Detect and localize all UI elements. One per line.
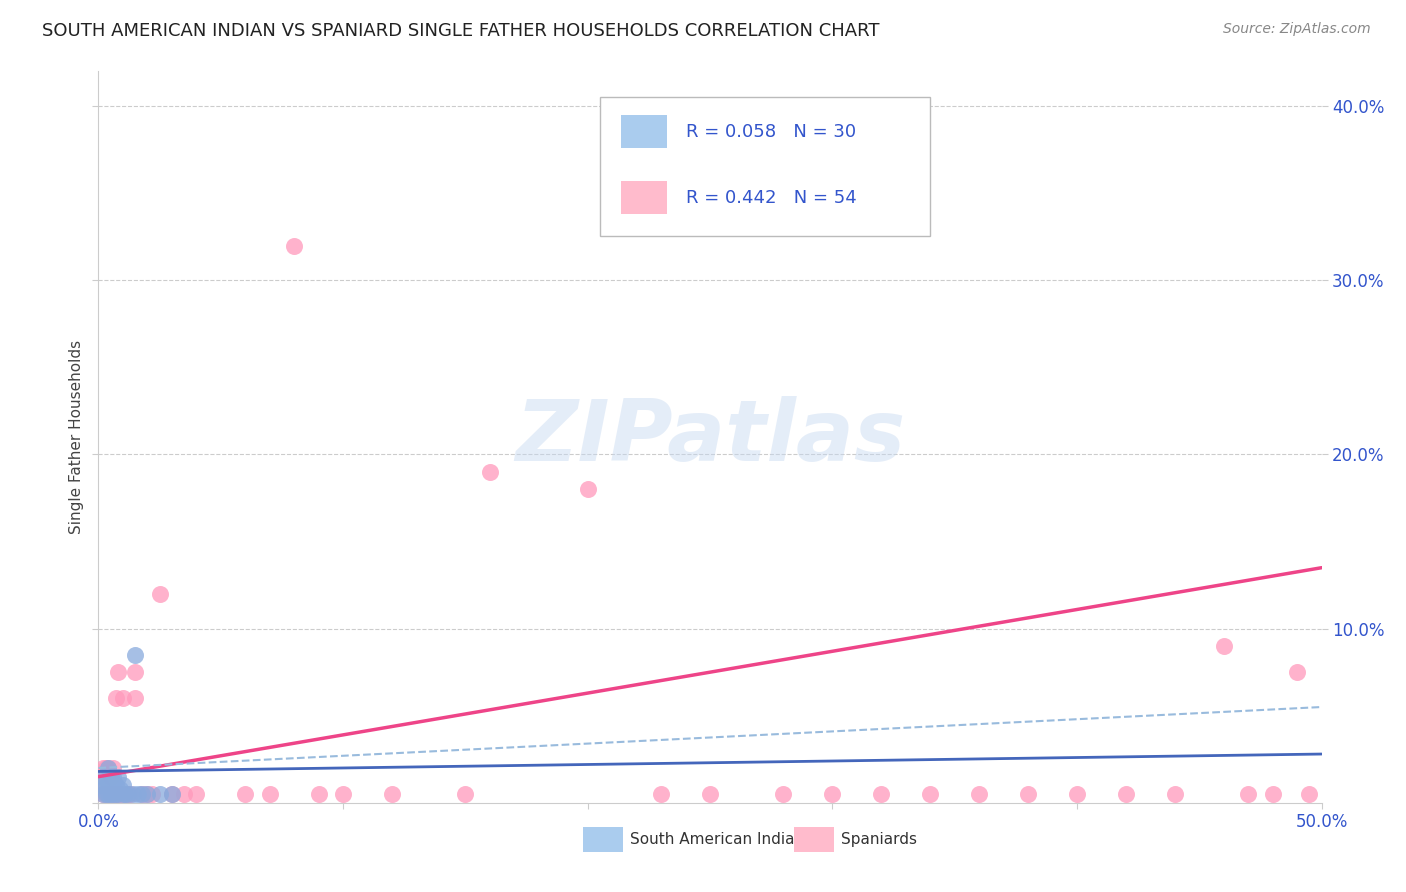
Point [101,778,124,792]
Point [94,787,117,801]
Y-axis label: Single Father Households: Single Father Households [69,340,84,534]
Point [173,787,195,801]
Bar [620,115,668,148]
Point [97,787,120,801]
Text: R = 0.058   N = 30: R = 0.058 N = 30 [686,123,856,141]
Point [1261,787,1284,801]
Point [100,787,122,801]
FancyBboxPatch shape [600,97,931,235]
Point [120,787,142,801]
Text: Spaniards: Spaniards [841,832,917,847]
Point [131,787,153,801]
Point [104,787,127,801]
Point [1066,787,1088,801]
Point [121,787,143,801]
Point [100,778,122,792]
Text: ZIPatlas: ZIPatlas [515,395,905,479]
Point [97,778,120,792]
Point [110,781,132,796]
Point [136,787,159,801]
Point [111,787,134,801]
Point [1115,787,1137,801]
Bar [794,827,834,852]
Point [1298,787,1320,801]
Point [91,787,114,801]
Point [1237,787,1260,801]
Point [160,787,183,801]
Point [332,787,354,801]
Point [967,787,990,801]
Point [101,787,124,801]
Point [381,787,404,801]
Point [117,787,139,801]
Point [111,787,134,801]
Point [101,787,124,801]
Point [454,787,477,801]
Point [124,691,146,706]
Point [1164,787,1187,801]
Point [141,787,163,801]
Point [107,770,129,784]
Point [111,778,134,792]
Point [870,787,893,801]
Point [131,787,153,801]
Point [100,770,122,784]
Text: Source: ZipAtlas.com: Source: ZipAtlas.com [1223,22,1371,37]
Bar [620,181,668,214]
Point [104,778,127,792]
Point [186,787,208,801]
Point [149,787,172,801]
Point [91,761,114,775]
Point [101,770,124,784]
Point [90,778,112,792]
Point [308,787,330,801]
Point [110,787,132,801]
Point [772,787,794,801]
Point [920,787,942,801]
Point [160,787,183,801]
Point [97,761,120,775]
Point [107,787,129,801]
Point [114,787,136,801]
Point [699,787,721,801]
Point [100,787,122,801]
Point [90,778,112,792]
Point [1017,787,1039,801]
Point [124,648,146,662]
Text: SOUTH AMERICAN INDIAN VS SPANIARD SINGLE FATHER HOUSEHOLDS CORRELATION CHART: SOUTH AMERICAN INDIAN VS SPANIARD SINGLE… [42,22,880,40]
Point [91,770,114,784]
Bar [583,827,623,852]
Point [136,787,159,801]
Point [821,787,844,801]
Point [101,761,124,775]
Point [478,465,501,479]
Point [111,691,134,706]
Point [104,691,127,706]
Point [149,587,172,601]
Point [576,483,599,497]
Point [94,787,117,801]
Point [283,238,305,252]
Point [104,787,127,801]
Point [1212,639,1234,653]
Point [107,787,129,801]
Point [233,787,256,801]
Point [127,787,149,801]
Point [91,787,114,801]
Point [259,787,281,801]
Point [94,761,117,775]
Text: R = 0.442   N = 54: R = 0.442 N = 54 [686,189,856,207]
Point [94,778,117,792]
Point [1286,665,1309,680]
Point [650,787,672,801]
Point [107,665,129,680]
Point [117,787,139,801]
Point [97,787,120,801]
Text: South American Indians: South American Indians [630,832,813,847]
Point [97,761,120,775]
Point [124,665,146,680]
Point [100,770,122,784]
